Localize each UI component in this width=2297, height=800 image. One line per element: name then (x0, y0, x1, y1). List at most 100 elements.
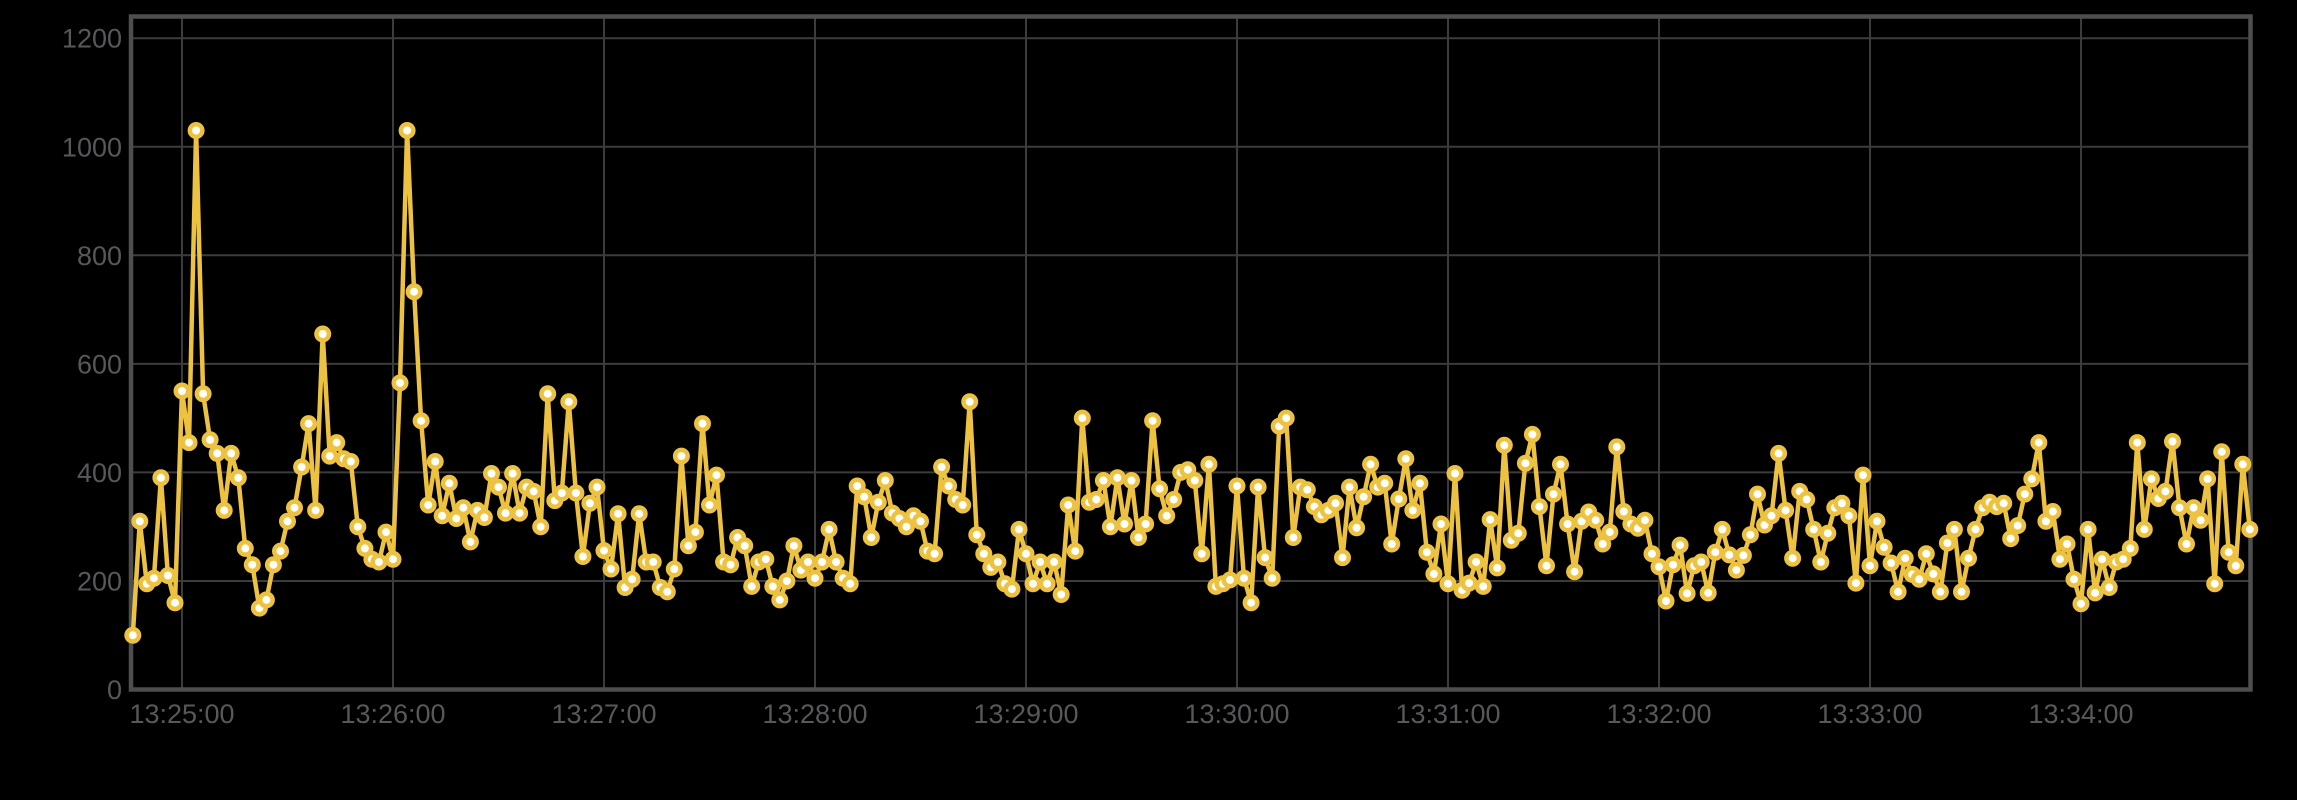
data-point-marker (342, 453, 360, 470)
data-point-marker (1495, 436, 1513, 454)
data-point-marker (1087, 491, 1105, 508)
data-point-marker (1945, 520, 1963, 538)
data-point-marker (1298, 481, 1316, 499)
data-point-marker (398, 122, 416, 139)
data-point-marker (1938, 534, 1956, 552)
data-point-marker (560, 393, 578, 411)
data-point-marker (553, 484, 571, 502)
data-point-marker (609, 505, 627, 523)
data-point-marker (1812, 553, 1830, 571)
data-point-marker (1861, 557, 1879, 575)
y-axis-tick-labels: 0 200 400 600 800 1000 1200 (62, 24, 122, 705)
data-point-marker (1749, 485, 1766, 503)
data-point-marker (694, 415, 711, 433)
series-points (124, 122, 2259, 644)
data-point-marker (1404, 501, 1422, 519)
data-point-marker (1847, 574, 1865, 592)
x-tick-label: 13:33:00 (1817, 699, 1922, 729)
data-point-marker (1235, 569, 1253, 587)
data-point-marker (2009, 517, 2027, 535)
data-point-marker (961, 393, 979, 411)
plot-border-rect (128, 14, 2253, 692)
data-point-marker (2185, 499, 2203, 517)
data-point-marker (215, 501, 233, 519)
data-point-marker (1284, 529, 1302, 546)
data-point-marker (222, 444, 240, 462)
data-point-marker (1530, 498, 1548, 516)
data-point-marker (1678, 584, 1696, 602)
data-point-marker (1734, 546, 1752, 564)
data-point-marker (630, 505, 648, 523)
data-point-marker (1727, 561, 1745, 579)
data-point-marker (827, 553, 845, 571)
data-point-marker (2023, 470, 2041, 488)
data-point-marker (1594, 535, 1612, 553)
data-point-marker (2002, 530, 2020, 548)
data-point-marker (454, 499, 472, 517)
data-point-marker (1256, 549, 1274, 567)
data-point-marker (1010, 520, 1028, 538)
data-point-marker (1059, 496, 1077, 514)
data-point-marker (2227, 557, 2245, 575)
data-point-marker (1805, 520, 1823, 538)
data-point-marker (1186, 472, 1204, 489)
y-tick-label: 600 (77, 349, 122, 379)
data-point-marker (1474, 577, 1492, 595)
data-point-marker (679, 537, 697, 555)
data-point-marker (497, 504, 514, 522)
data-point-marker (257, 591, 275, 609)
data-point-marker (1017, 545, 1035, 563)
data-point-marker (1327, 494, 1344, 512)
data-point-marker (644, 553, 662, 571)
data-point-marker (672, 447, 690, 465)
data-point-marker (1566, 563, 1584, 581)
data-point-marker (1552, 455, 1569, 473)
data-point-marker (1073, 409, 1091, 427)
data-point-marker (1024, 575, 1042, 593)
data-point-marker (1432, 515, 1450, 533)
data-point-marker (820, 520, 838, 538)
y-tick-label: 0 (107, 675, 122, 705)
data-point-marker (1038, 575, 1056, 593)
data-point-marker (1953, 583, 1970, 601)
data-point-marker (2128, 434, 2146, 452)
data-point-marker (1650, 558, 1668, 576)
data-point-marker (1664, 556, 1682, 574)
data-point-marker (131, 512, 149, 530)
data-point-marker (201, 431, 219, 449)
data-point-marker (314, 325, 332, 343)
data-point-marker (419, 496, 437, 514)
data-point-marker (2178, 535, 2195, 553)
data-point-marker (279, 512, 296, 530)
data-point-marker (475, 509, 493, 526)
data-point-marker (1249, 478, 1267, 496)
data-point-marker (1854, 466, 1872, 484)
data-point-marker (1397, 450, 1415, 468)
data-point-marker (1003, 580, 1021, 598)
data-point-marker (2213, 443, 2231, 461)
data-point-marker (1355, 488, 1373, 506)
data-point-marker (574, 548, 592, 565)
data-point-marker (2135, 520, 2153, 538)
y-tick-label: 200 (77, 566, 122, 596)
data-point-marker (1798, 491, 1816, 508)
data-point-marker (876, 472, 894, 489)
data-point-marker (1221, 571, 1239, 589)
data-point-marker (1545, 485, 1562, 503)
data-point-marker (1158, 507, 1176, 525)
data-point-marker (855, 488, 873, 506)
data-point-marker (1713, 520, 1731, 538)
data-point-marker (1840, 507, 1858, 525)
x-tick-label: 13:28:00 (762, 699, 867, 729)
data-point-marker (152, 469, 170, 487)
data-point-marker (2121, 539, 2139, 557)
data-point-marker (743, 577, 761, 595)
data-point-marker (1763, 507, 1780, 525)
x-tick-label: 13:32:00 (1606, 699, 1711, 729)
data-point-marker (145, 569, 163, 587)
data-point-marker (1488, 559, 1506, 577)
data-point-marker (2192, 511, 2210, 529)
data-point-marker (525, 482, 543, 500)
